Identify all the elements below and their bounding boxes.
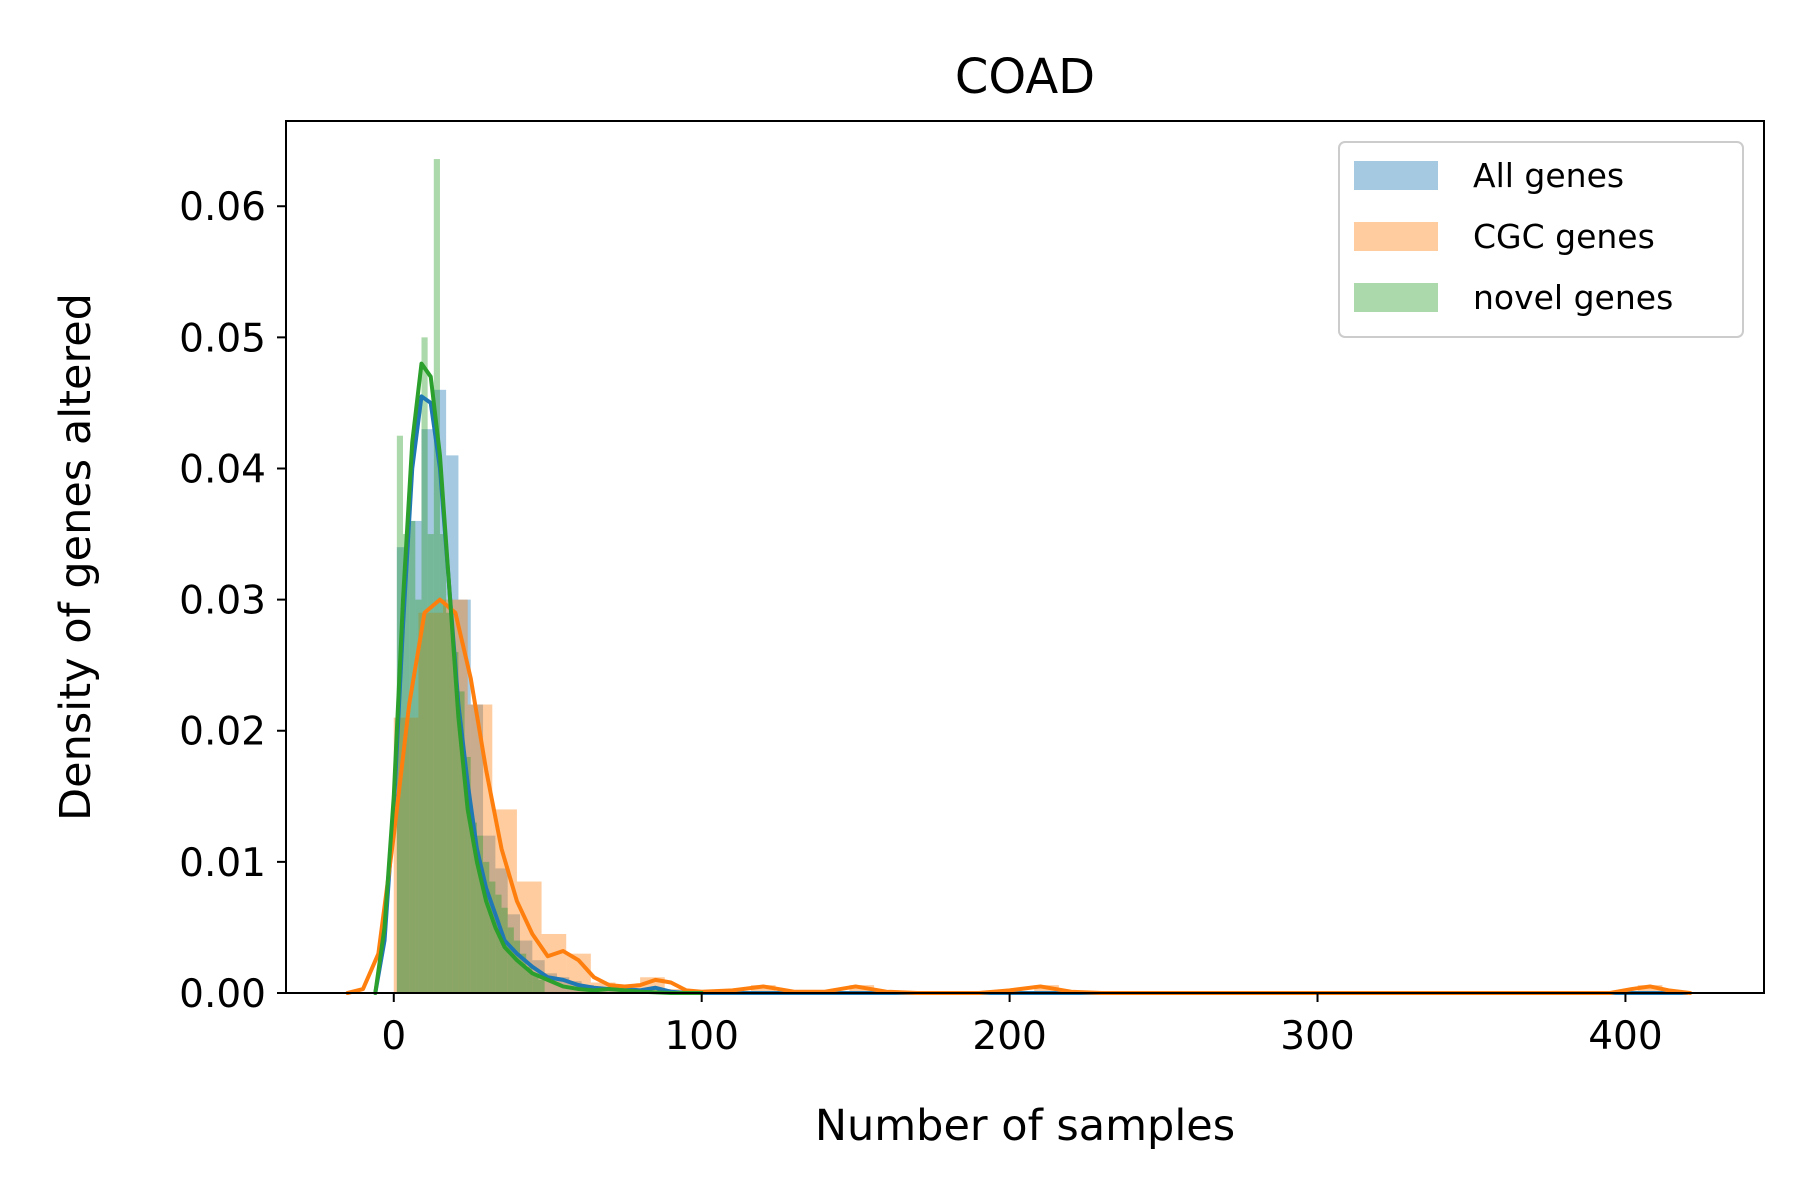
histogram-bar xyxy=(421,429,434,993)
histogram-bar xyxy=(464,756,471,993)
y-tick-label: 0.02 xyxy=(179,710,266,755)
histogram-bar xyxy=(513,940,521,993)
histogram-bar xyxy=(415,599,422,993)
legend: All genes CGC genes novel genes xyxy=(1338,141,1744,338)
legend-label: All genes xyxy=(1473,156,1624,195)
plot-frame xyxy=(285,120,1765,994)
histogram-bar xyxy=(526,966,533,993)
legend-swatch xyxy=(1354,161,1438,190)
histogram-cgc-genes xyxy=(393,599,1663,993)
y-tick-label: 0.03 xyxy=(179,579,266,624)
histogram-bar xyxy=(467,704,493,993)
histogram-bar xyxy=(452,652,459,993)
histogram-bar xyxy=(470,822,477,993)
histogram-layer xyxy=(393,159,1663,994)
histogram-bar xyxy=(492,809,517,993)
x-tick-label: 0 xyxy=(381,1014,406,1059)
y-tick-label: 0.01 xyxy=(179,841,266,886)
y-axis-ticks: 0.00 0.01 0.02 0.03 0.04 0.05 0.06 xyxy=(179,185,286,1017)
histogram-bar xyxy=(501,907,508,993)
x-tick-label: 300 xyxy=(1280,1014,1354,1059)
histogram-bar xyxy=(439,534,447,993)
y-axis-label: Density of genes altered xyxy=(51,293,101,821)
histogram-bar xyxy=(750,985,776,993)
y-tick-label: 0.04 xyxy=(179,447,266,492)
kde-line-all-genes xyxy=(373,394,1690,995)
histogram-bar xyxy=(427,534,434,993)
x-tick-label: 200 xyxy=(972,1014,1046,1059)
histogram-bar xyxy=(1637,985,1663,993)
histogram-bar xyxy=(489,881,496,993)
legend-box xyxy=(1338,141,1744,338)
histogram-bar xyxy=(520,953,527,993)
kde-line-novel-genes xyxy=(373,361,704,995)
histogram-bar xyxy=(433,389,447,994)
legend-label: novel genes xyxy=(1473,278,1673,317)
legend-swatch xyxy=(1354,222,1438,251)
histogram-bar xyxy=(538,979,545,993)
histogram-bar xyxy=(495,894,502,993)
histogram-bar xyxy=(483,861,490,993)
x-tick-label: 100 xyxy=(664,1014,738,1059)
x-axis-label: Number of samples xyxy=(815,1101,1235,1151)
histogram-bar xyxy=(403,534,410,993)
histogram-bar xyxy=(433,159,440,993)
x-axis-ticks: 0 100 200 300 400 xyxy=(381,993,1663,1059)
histogram-bar xyxy=(409,520,416,993)
histogram-bar xyxy=(418,612,444,993)
y-tick-label: 0.06 xyxy=(179,185,266,230)
chart-title: COAD xyxy=(955,49,1095,105)
legend-swatch xyxy=(1354,283,1438,312)
histogram-bar xyxy=(421,337,428,993)
y-tick-label: 0.00 xyxy=(179,972,266,1017)
histogram-bar xyxy=(507,914,521,993)
histogram-bar xyxy=(507,927,514,993)
histogram-bar xyxy=(532,973,539,993)
x-tick-label: 400 xyxy=(1588,1014,1662,1059)
kde-layer xyxy=(345,361,1693,995)
histogram-bar xyxy=(476,835,484,993)
y-tick-label: 0.05 xyxy=(179,316,266,361)
histogram-bar xyxy=(458,691,465,993)
legend-label: CGC genes xyxy=(1473,217,1655,256)
histogram-bar xyxy=(446,612,453,993)
